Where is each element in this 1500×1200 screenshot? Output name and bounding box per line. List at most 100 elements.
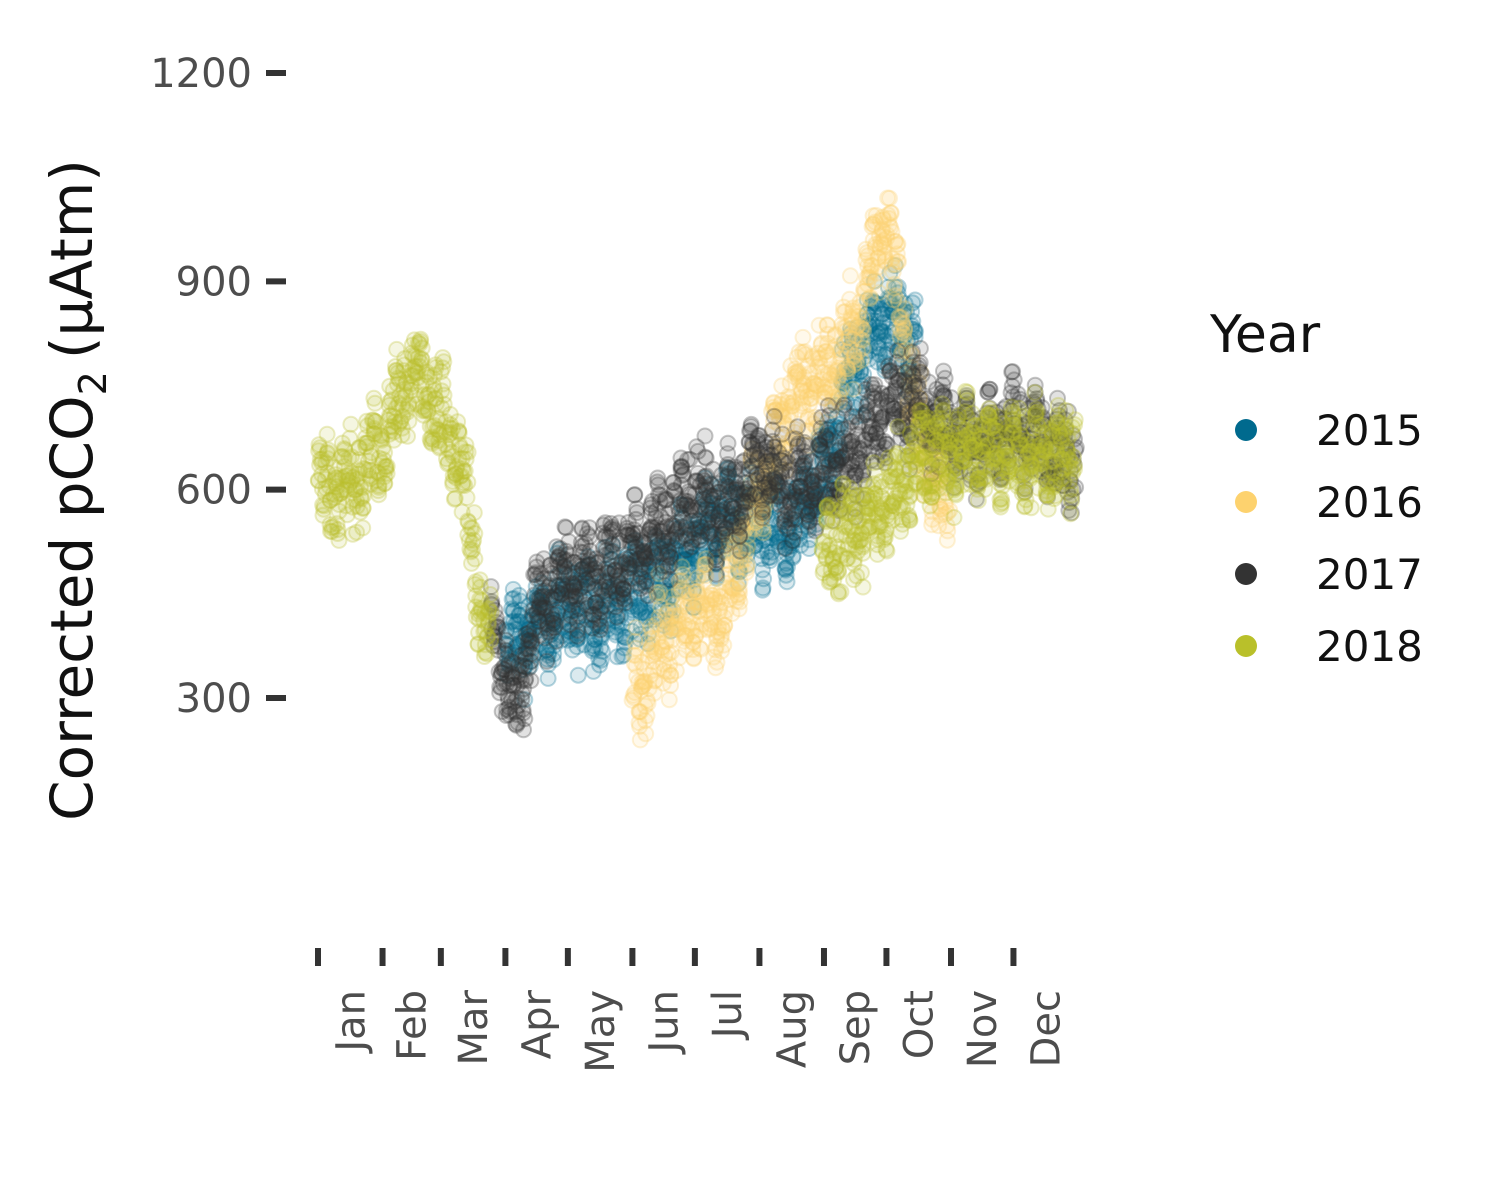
data-point (729, 528, 747, 546)
data-point (702, 527, 720, 545)
data-point (610, 595, 627, 613)
data-point (554, 611, 572, 629)
data-point (653, 568, 671, 586)
y-axis: 300 600 900 1200 (150, 51, 286, 722)
data-point (586, 594, 604, 612)
data-point (538, 652, 556, 670)
data-point (544, 651, 562, 669)
data-point (507, 621, 525, 638)
data-point (563, 602, 581, 620)
data-point (604, 536, 622, 553)
data-point (681, 555, 699, 573)
data-point (500, 654, 518, 672)
data-point (663, 588, 681, 606)
data-point (673, 496, 691, 514)
data-point (565, 578, 583, 596)
legend-key-2018 (1235, 635, 1257, 657)
data-point (609, 607, 627, 625)
data-point (611, 588, 629, 606)
data-point (522, 652, 540, 670)
data-point (577, 618, 594, 636)
data-point (685, 599, 703, 616)
data-point (502, 622, 520, 640)
data-point (560, 622, 578, 640)
data-point (576, 606, 594, 624)
data-point (791, 483, 809, 501)
data-point (548, 567, 566, 585)
data-point (1062, 486, 1080, 504)
data-point (626, 543, 644, 560)
data-point (670, 567, 688, 585)
data-point (741, 494, 759, 512)
data-point (753, 509, 771, 527)
data-point (639, 596, 657, 613)
data-point (503, 600, 521, 618)
data-point (366, 394, 384, 412)
data-point (763, 486, 781, 504)
data-point (703, 494, 721, 512)
data-point (540, 644, 558, 661)
data-point (557, 578, 574, 596)
data-point (559, 603, 577, 621)
data-point (601, 566, 619, 584)
data-point (497, 622, 515, 640)
data-point (511, 592, 529, 610)
data-point (630, 597, 648, 614)
data-point (533, 601, 551, 619)
data-point (557, 519, 575, 537)
data-point (597, 582, 615, 600)
data-point (524, 646, 542, 664)
data-point (466, 525, 484, 542)
data-point (654, 612, 672, 630)
data-point (716, 536, 734, 554)
data-point (543, 589, 561, 607)
data-point (1066, 416, 1084, 434)
data-point (700, 548, 718, 565)
data-point (498, 666, 516, 684)
data-point (630, 601, 647, 619)
data-point (543, 600, 561, 618)
data-point (573, 560, 591, 578)
data-point (504, 602, 522, 620)
data-point (434, 349, 452, 367)
x-tick-label: Nov (960, 990, 1006, 1068)
data-point (665, 539, 683, 557)
data-point (756, 530, 774, 548)
data-point (678, 551, 696, 569)
data-point (736, 513, 754, 531)
data-point (788, 479, 806, 497)
data-point (675, 550, 693, 568)
data-point (510, 607, 528, 624)
data-point (774, 527, 792, 545)
data-point (596, 576, 614, 594)
data-point (614, 627, 632, 645)
data-point (500, 645, 518, 662)
data-point (603, 582, 621, 600)
data-point (637, 608, 655, 626)
data-point (505, 612, 523, 630)
data-point (536, 616, 554, 633)
data-point (644, 577, 662, 595)
data-point (792, 536, 810, 554)
data-point (621, 594, 639, 612)
data-point (1026, 384, 1044, 401)
data-point (765, 470, 783, 488)
data-point (596, 592, 614, 610)
data-point (590, 650, 608, 668)
data-point (780, 521, 798, 539)
data-point (772, 491, 790, 509)
data-point (792, 522, 809, 540)
data-point (515, 632, 533, 650)
x-tick-label: Mar (451, 989, 497, 1065)
data-point (769, 533, 786, 551)
data-point (564, 641, 581, 659)
data-point (647, 608, 665, 626)
data-point (545, 611, 562, 629)
data-point (911, 339, 929, 357)
data-point (711, 494, 729, 512)
data-point (642, 574, 660, 592)
data-point (539, 646, 557, 664)
data-point (537, 641, 555, 659)
data-point (734, 493, 752, 511)
data-point (618, 579, 636, 597)
